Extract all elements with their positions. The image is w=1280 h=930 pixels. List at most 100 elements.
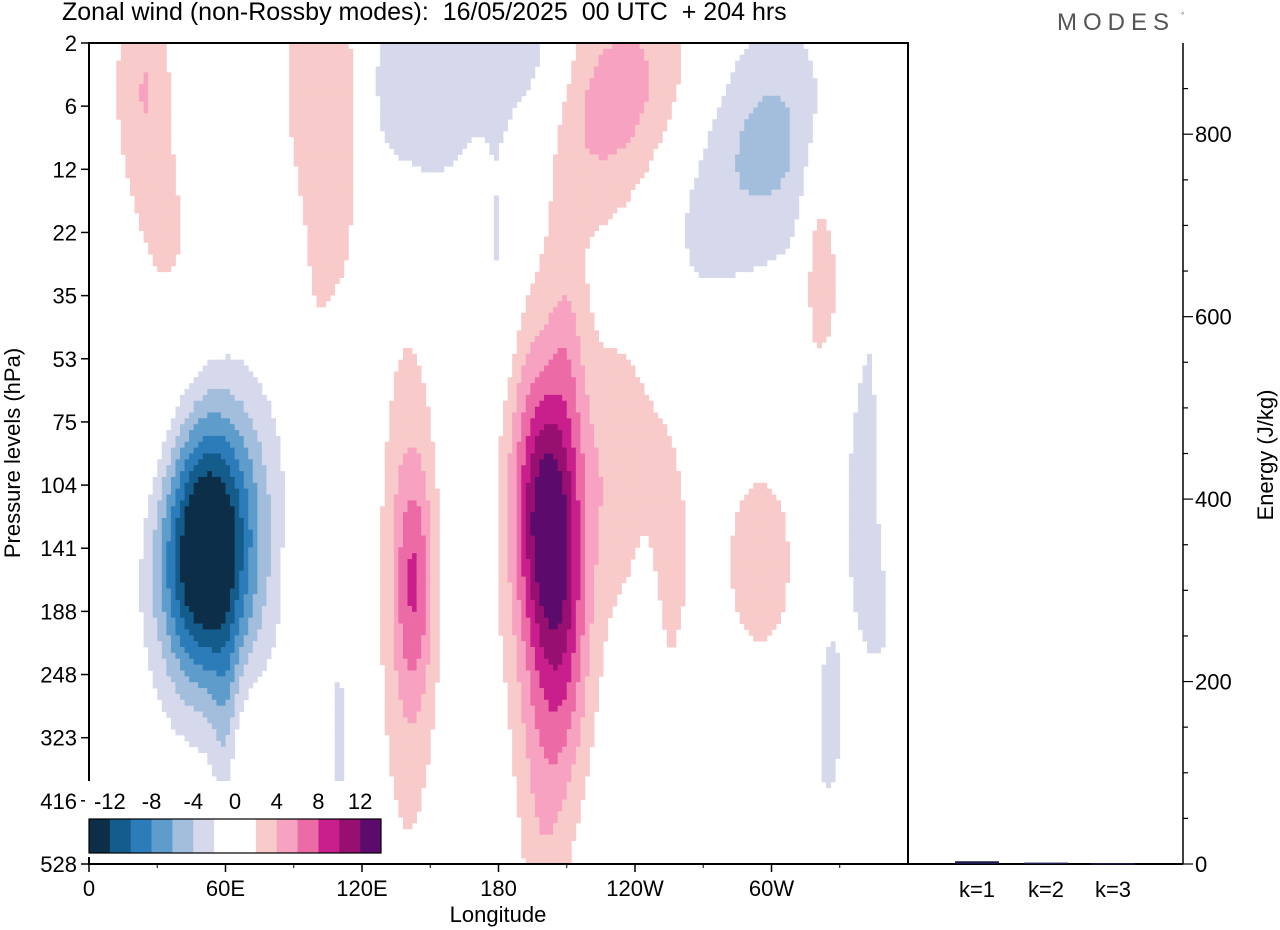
heatmap-cell bbox=[402, 359, 408, 366]
heatmap-cell bbox=[334, 166, 340, 173]
heatmap-cell bbox=[503, 435, 508, 443]
heatmap-cell bbox=[266, 400, 272, 407]
heatmap-cell bbox=[152, 177, 158, 185]
heatmap-cell bbox=[407, 482, 413, 490]
heatmap-cell bbox=[544, 289, 549, 296]
heatmap-cell bbox=[216, 447, 222, 454]
heatmap-cell bbox=[566, 213, 572, 220]
heatmap-cell bbox=[239, 418, 245, 425]
heatmap-cell bbox=[726, 265, 731, 273]
heatmap-cell bbox=[539, 459, 545, 466]
heatmap-cell bbox=[462, 84, 468, 91]
heatmap-cell bbox=[175, 406, 181, 413]
heatmap-cell bbox=[198, 447, 204, 454]
heatmap-cell bbox=[339, 183, 345, 190]
heatmap-cell bbox=[275, 465, 281, 472]
heatmap-cell bbox=[575, 236, 581, 243]
heatmap-cell bbox=[325, 95, 331, 103]
heatmap-cell bbox=[716, 113, 722, 120]
heatmap-cell bbox=[744, 142, 750, 149]
heatmap-cell bbox=[311, 230, 317, 237]
heatmap-cell bbox=[607, 148, 613, 155]
heatmap-cell bbox=[798, 130, 804, 138]
heatmap-cell bbox=[630, 453, 636, 460]
heatmap-cell bbox=[607, 183, 613, 190]
heatmap-cell bbox=[584, 107, 590, 114]
heatmap-cell bbox=[348, 54, 354, 61]
heatmap-cell bbox=[412, 365, 417, 372]
heatmap-cell bbox=[129, 113, 135, 120]
heatmap-cell bbox=[316, 101, 322, 108]
heatmap-cell bbox=[639, 130, 645, 138]
heatmap-cell bbox=[289, 113, 295, 120]
heatmap-cell bbox=[448, 119, 454, 126]
heatmap-cell bbox=[703, 189, 709, 196]
heatmap-cell bbox=[794, 142, 800, 149]
heatmap-cell bbox=[694, 224, 700, 232]
heatmap-cell bbox=[393, 48, 399, 56]
heatmap-cell bbox=[539, 330, 545, 337]
heatmap-cell bbox=[521, 60, 527, 67]
heatmap-cell bbox=[412, 465, 417, 472]
heatmap-cell bbox=[170, 248, 176, 255]
heatmap-cell bbox=[139, 95, 144, 103]
heatmap-cell bbox=[307, 142, 313, 149]
heatmap-cell bbox=[653, 441, 659, 449]
heatmap-cell bbox=[571, 136, 577, 144]
heatmap-cell bbox=[639, 89, 645, 97]
heatmap-cell bbox=[771, 136, 777, 144]
heatmap-cell bbox=[730, 107, 736, 114]
heatmap-cell bbox=[457, 113, 463, 120]
heatmap-cell bbox=[798, 177, 804, 185]
heatmap-cell bbox=[766, 136, 772, 144]
heatmap-cell bbox=[129, 89, 135, 97]
heatmap-cell bbox=[434, 101, 440, 108]
heatmap-cell bbox=[544, 476, 549, 484]
heatmap-cell bbox=[380, 89, 386, 97]
heatmap-cell bbox=[311, 78, 317, 85]
heatmap-cell bbox=[789, 72, 795, 79]
heatmap-cell bbox=[202, 388, 208, 396]
heatmap-cell bbox=[475, 125, 481, 132]
heatmap-cell bbox=[402, 435, 408, 443]
heatmap-cell bbox=[757, 482, 763, 490]
heatmap-cell bbox=[675, 60, 681, 67]
heatmap-cell bbox=[817, 254, 822, 261]
heatmap-cell bbox=[644, 418, 650, 425]
heatmap-cell bbox=[726, 189, 731, 196]
heatmap-cell bbox=[239, 383, 245, 390]
heatmap-cell bbox=[534, 453, 540, 460]
heatmap-cell bbox=[334, 101, 340, 108]
heatmap-cell bbox=[575, 43, 581, 50]
heatmap-cell bbox=[575, 271, 581, 278]
heatmap-cell bbox=[525, 306, 531, 314]
heatmap-cell bbox=[553, 259, 559, 267]
heatmap-cell bbox=[557, 482, 563, 490]
heatmap-cell bbox=[166, 136, 172, 144]
heatmap-cell bbox=[534, 324, 540, 331]
heatmap-cell bbox=[566, 441, 572, 449]
heatmap-cell bbox=[735, 154, 741, 161]
heatmap-cell bbox=[607, 365, 613, 372]
heatmap-cell bbox=[785, 148, 791, 155]
heatmap-cell bbox=[148, 48, 154, 56]
heatmap-cell bbox=[744, 236, 750, 243]
heatmap-cell bbox=[484, 113, 490, 120]
heatmap-cell bbox=[211, 482, 217, 490]
heatmap-cell bbox=[621, 66, 627, 73]
heatmap-cell bbox=[616, 136, 622, 144]
heatmap-cell bbox=[339, 189, 345, 196]
heatmap-cell bbox=[721, 265, 727, 273]
heatmap-cell bbox=[826, 236, 832, 243]
heatmap-cell bbox=[216, 412, 222, 419]
heatmap-cell bbox=[594, 418, 599, 425]
heatmap-cell bbox=[498, 113, 504, 120]
heatmap-cell bbox=[603, 359, 609, 366]
heatmap-cell bbox=[416, 125, 422, 132]
heatmap-cell bbox=[598, 125, 604, 132]
heatmap-cell bbox=[539, 482, 545, 490]
heatmap-cell bbox=[434, 84, 440, 91]
heatmap-cell bbox=[152, 189, 158, 196]
heatmap-cell bbox=[175, 213, 181, 220]
heatmap-cell bbox=[134, 101, 140, 108]
